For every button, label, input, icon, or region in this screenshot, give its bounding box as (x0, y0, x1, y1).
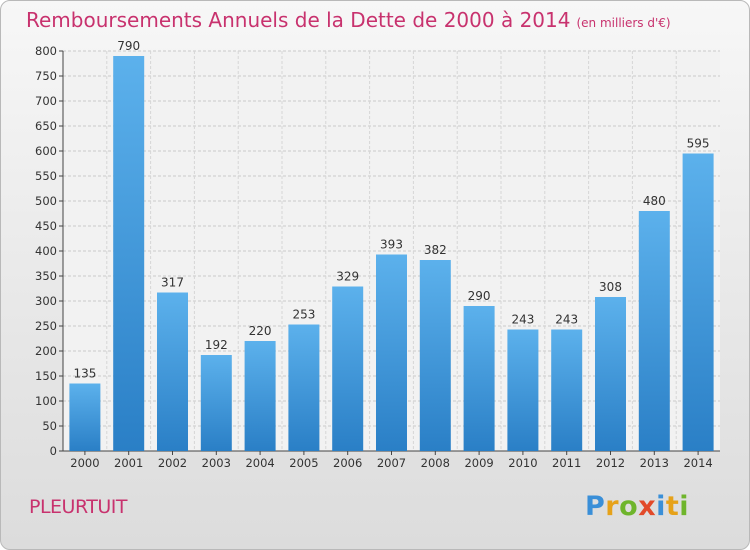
y-tick-label: 500 (35, 194, 57, 208)
bar (595, 297, 626, 451)
logo-letter: r (605, 491, 620, 522)
y-tick-label: 50 (42, 419, 57, 433)
x-tick-label: 2002 (158, 456, 187, 470)
y-tick-label: 100 (35, 394, 57, 408)
bar-value-label: 393 (380, 238, 403, 252)
x-tick-label: 2012 (596, 456, 625, 470)
bar (157, 292, 188, 451)
bar (463, 306, 495, 451)
logo-letter: t (665, 491, 680, 522)
y-tick-label: 0 (50, 444, 57, 458)
y-tick-label: 400 (35, 244, 57, 258)
x-tick-label: 2006 (333, 456, 362, 470)
logo-letter: P (585, 491, 606, 522)
y-tick-label: 550 (35, 169, 57, 183)
y-tick-label: 600 (35, 144, 57, 158)
y-tick-label: 800 (35, 44, 57, 58)
logo-letter: x (638, 491, 657, 522)
bar (507, 329, 539, 451)
x-tick-label: 2004 (245, 456, 274, 470)
x-tick-label: 2011 (552, 456, 581, 470)
chart-title-text: Remboursements Annuels de la Dette de 20… (26, 8, 571, 32)
bar (376, 254, 407, 451)
y-tick-label: 350 (35, 269, 57, 283)
x-tick-label: 2014 (683, 456, 712, 470)
commune-name: PLEURTUIT (29, 496, 128, 518)
y-tick-label: 750 (35, 69, 57, 83)
y-tick-label: 200 (35, 344, 57, 358)
bar-value-label: 480 (643, 194, 666, 208)
logo-letter: i (679, 491, 690, 522)
bar-value-label: 135 (73, 367, 96, 381)
proxiti-logo: Proxiti (585, 491, 689, 522)
x-tick-label: 2005 (289, 456, 318, 470)
x-tick-label: 2001 (114, 456, 143, 470)
y-tick-label: 650 (35, 119, 57, 133)
bar-value-label: 308 (599, 280, 622, 294)
bar-value-label: 317 (161, 276, 184, 290)
bar-value-label: 243 (511, 313, 534, 327)
bar-value-label: 220 (249, 324, 272, 338)
x-tick-label: 2000 (70, 456, 99, 470)
bar-value-label: 290 (468, 289, 491, 303)
bar-value-label: 192 (205, 338, 228, 352)
bar (69, 383, 101, 451)
bar-value-label: 329 (336, 270, 359, 284)
x-tick-label: 2008 (421, 456, 450, 470)
y-tick-label: 250 (35, 319, 57, 333)
x-tick-label: 2007 (377, 456, 406, 470)
y-tick-label: 300 (35, 294, 57, 308)
x-tick-label: 2013 (640, 456, 669, 470)
y-tick-label: 150 (35, 369, 57, 383)
logo-letter: i (656, 491, 666, 522)
y-tick-label: 450 (35, 219, 57, 233)
bar-value-label: 382 (424, 243, 447, 257)
bar (682, 153, 714, 451)
bar (332, 286, 364, 451)
bar (288, 324, 320, 451)
bar-value-label: 595 (687, 137, 710, 151)
chart-title: Remboursements Annuels de la Dette de 20… (26, 8, 671, 32)
bar (638, 211, 670, 451)
chart-unit: (en milliers d'€) (576, 16, 671, 30)
x-tick-label: 2003 (202, 456, 231, 470)
x-tick-label: 2009 (464, 456, 493, 470)
bar (419, 260, 451, 451)
x-tick-label: 2010 (508, 456, 537, 470)
bar (200, 355, 232, 451)
bar-value-label: 790 (117, 39, 140, 53)
bar-value-label: 243 (555, 313, 578, 327)
y-tick-label: 700 (35, 94, 57, 108)
bar (244, 341, 276, 451)
bar-value-label: 253 (292, 308, 315, 322)
logo-letter: o (619, 491, 639, 522)
bar (113, 56, 145, 451)
bar (551, 329, 583, 451)
